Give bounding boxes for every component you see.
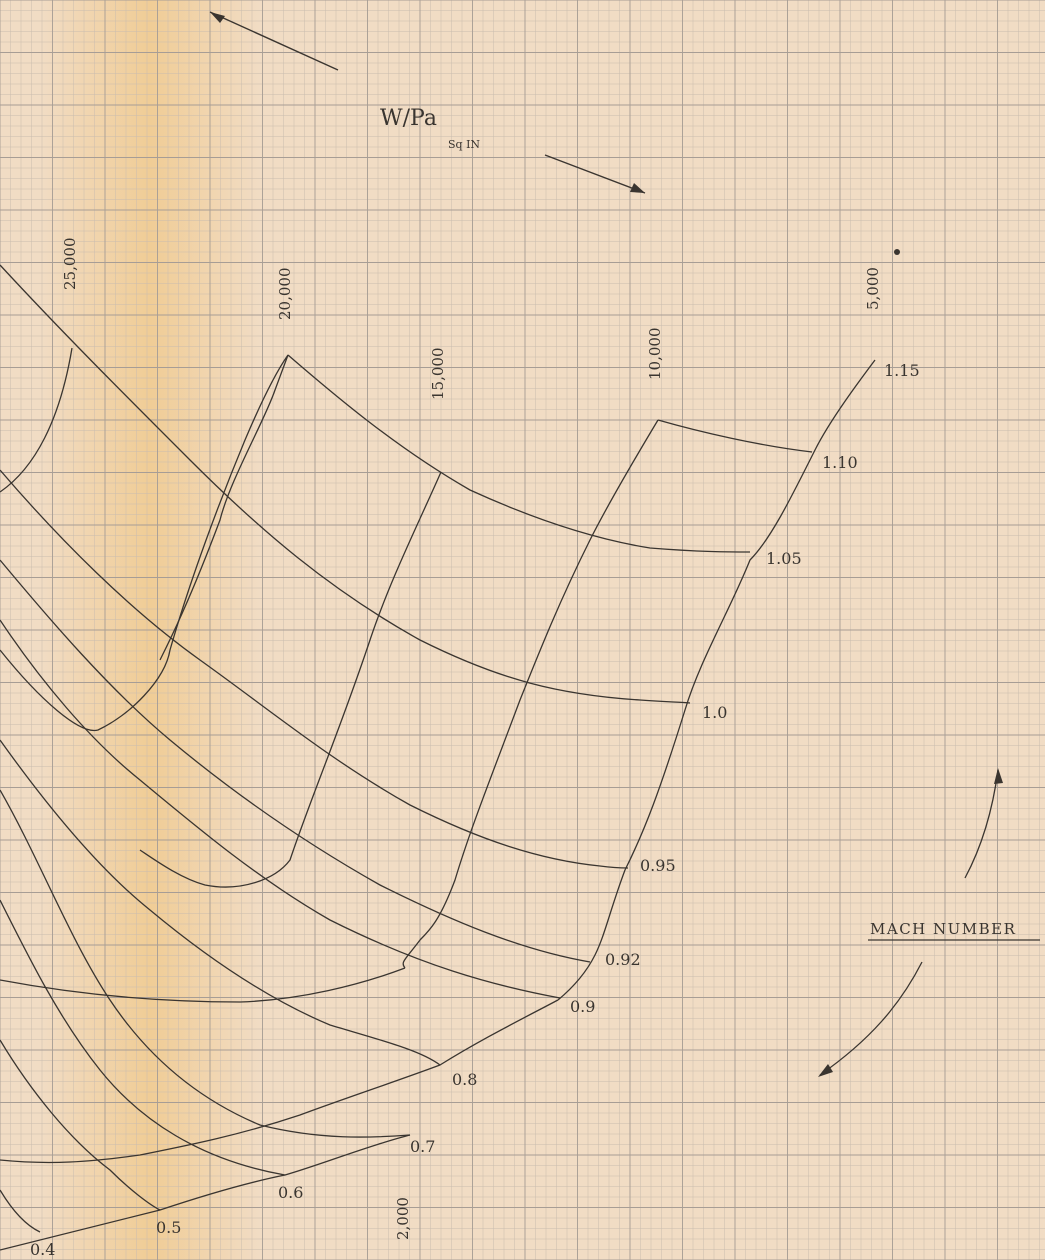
mach-labels: 1.15 1.10 1.05 1.0 0.95 0.92 0.9 0.8 0.7… [30, 361, 920, 1259]
mach-label-1.15: 1.15 [884, 361, 920, 380]
wpa-curve-5000 [557, 359, 876, 1001]
wpa-label-5000: 5,000 [864, 267, 882, 310]
ink-dot [894, 249, 900, 255]
mach-line-0.6 [0, 899, 286, 1176]
mach-line-0.4 [0, 1189, 41, 1233]
wpa-curve-25000 [0, 347, 73, 493]
wpa-curve-10000 [402, 419, 659, 969]
mach-arrow-up [964, 769, 999, 879]
parameter-annotation: W/Pa Sq IN [209, 11, 646, 194]
wpa-label-2000: 2,000 [394, 1197, 412, 1240]
mach-label-0.9: 0.9 [570, 997, 595, 1016]
mach-label-0.6: 0.6 [278, 1183, 303, 1202]
wpa-envelope [0, 999, 559, 1164]
mach-arrow-up-head [994, 768, 1003, 784]
mach-label-0.5: 0.5 [156, 1218, 181, 1237]
mach-label-0.4: 0.4 [30, 1240, 55, 1259]
mach-arrow-down-head [818, 1064, 833, 1077]
wpa-curves [0, 347, 876, 1251]
parameter-label: W/Pa [380, 106, 437, 131]
mach-line-low-flat [0, 967, 406, 1003]
mach-line-1.05 [287, 354, 751, 553]
mach-line-1.0 [0, 264, 691, 704]
parameter-arrow-right-head [630, 183, 645, 193]
mach-label-0.8: 0.8 [452, 1070, 477, 1089]
parameter-arrow-left [209, 11, 339, 71]
mach-line-0.5 [0, 1039, 161, 1211]
mach-curves [0, 264, 813, 1233]
mach-legend: MACH NUMBER [818, 768, 1040, 1077]
mach-label-1.05: 1.05 [766, 549, 802, 568]
mach-label-0.92: 0.92 [605, 950, 641, 969]
wpa-label-15000: 15,000 [429, 348, 447, 401]
wpa-label-20000: 20,000 [276, 268, 294, 321]
wpa-curve-2000 [0, 1134, 411, 1251]
mach-arrow-down [819, 961, 923, 1076]
mach-label-0.95: 0.95 [640, 856, 676, 875]
wpa-label-25000: 25,000 [61, 238, 79, 291]
mach-line-0.9 [0, 619, 561, 999]
wpa-curve-25000-lower [0, 354, 289, 732]
wpa-labels: 25,000 20,000 15,000 10,000 5,000 2,000 [61, 238, 882, 1241]
parameter-arrow-right [544, 154, 646, 194]
mach-legend-label: MACH NUMBER [870, 920, 1016, 938]
mach-line-1.10 [657, 419, 813, 453]
mach-line-0.7 [0, 789, 411, 1138]
mach-line-0.95 [0, 469, 629, 869]
mach-label-0.7: 0.7 [410, 1137, 435, 1156]
mach-label-1.0: 1.0 [702, 703, 727, 722]
wpa-curve-20000 [159, 354, 289, 661]
wpa-label-10000: 10,000 [646, 328, 664, 381]
mach-label-1.10: 1.10 [822, 453, 858, 472]
wpa-curve-15000 [139, 471, 442, 888]
mach-line-0.92 [0, 559, 591, 963]
parameter-unit: Sq IN [448, 138, 480, 151]
mach-line-0.8 [0, 739, 441, 1066]
parameter-arrow-left-head [210, 12, 225, 23]
